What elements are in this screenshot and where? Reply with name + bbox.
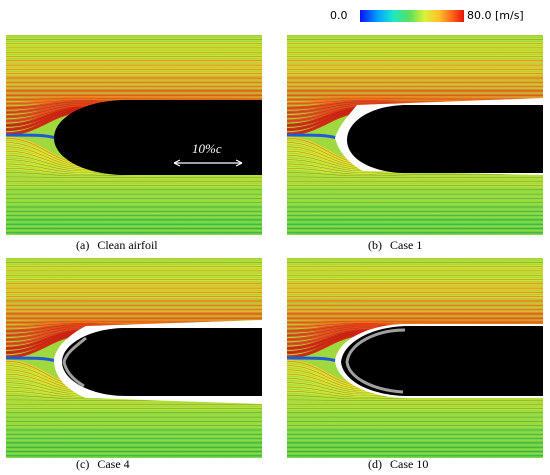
panel-case-4: [6, 258, 262, 458]
airfoil-shape: [341, 326, 543, 396]
caption-c: (c) Case 4: [76, 457, 130, 472]
airfoil-shape: [54, 100, 262, 175]
caption-a: (a) Clean airfoil: [76, 238, 158, 253]
colorbar-min-label: 0.0: [330, 9, 348, 22]
caption-id: (a): [76, 238, 90, 252]
caption-id: (c): [76, 457, 90, 471]
colorbar-gradient: [360, 10, 464, 22]
panel-case-1: [287, 35, 543, 235]
caption-text: Case 1: [390, 238, 423, 252]
velocity-colorbar: 0.0 80.0 [m/s]: [330, 6, 545, 26]
caption-text: Case 10: [390, 457, 429, 471]
caption-text: Case 4: [97, 457, 130, 471]
caption-d: (d) Case 10: [368, 457, 428, 472]
scale-bar: 10%c: [173, 141, 243, 167]
panel-clean-airfoil: 10%c: [6, 35, 262, 235]
caption-b: (b) Case 1: [368, 238, 422, 253]
caption-id: (d): [368, 457, 382, 471]
airfoil-shape: [347, 105, 543, 173]
colorbar-max-label: 80.0 [m/s]: [467, 9, 524, 22]
caption-text: Clean airfoil: [97, 238, 158, 252]
scale-bar-label: 10%c: [192, 141, 222, 156]
caption-id: (b): [368, 238, 382, 252]
airfoil-shape: [62, 328, 262, 396]
panel-case-10: [287, 258, 543, 458]
